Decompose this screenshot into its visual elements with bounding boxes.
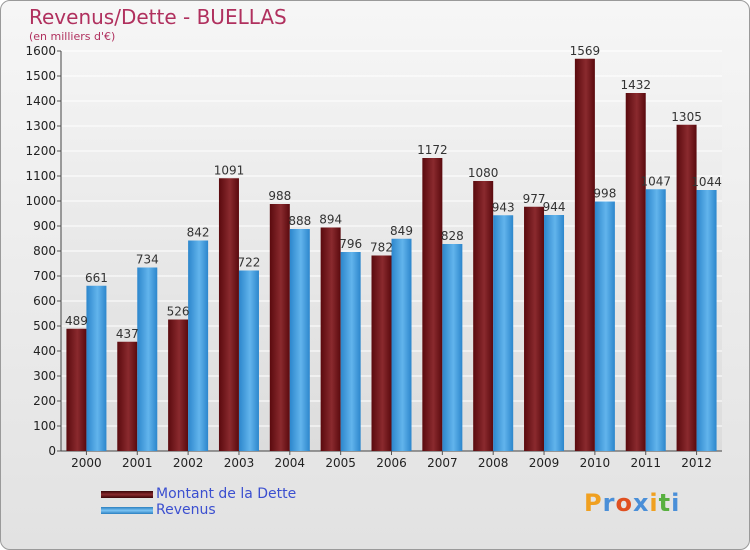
value-label-dette: 782 xyxy=(370,241,393,255)
x-tick-label: 2008 xyxy=(478,456,509,470)
x-tick-label: 2002 xyxy=(173,456,204,470)
value-label-revenus: 1047 xyxy=(640,174,671,188)
value-label-dette: 1172 xyxy=(417,143,448,157)
y-tick-label: 1500 xyxy=(25,69,56,83)
y-tick-label: 300 xyxy=(33,369,56,383)
value-label-dette: 437 xyxy=(116,327,139,341)
x-tick-label: 2010 xyxy=(580,456,611,470)
bar-dette xyxy=(320,227,341,451)
bar-revenus xyxy=(645,189,666,451)
value-label-dette: 988 xyxy=(268,189,291,203)
x-tick-label: 2000 xyxy=(71,456,102,470)
legend-label-revenus: Revenus xyxy=(156,502,216,518)
value-label-dette: 1569 xyxy=(570,44,601,58)
y-tick-label: 100 xyxy=(33,419,56,433)
logo-letter: i xyxy=(649,489,659,517)
bar-dette xyxy=(371,255,392,451)
bar-revenus xyxy=(391,238,412,451)
x-tick-label: 2003 xyxy=(224,456,255,470)
logo-letter: i xyxy=(671,489,681,517)
logo-letter: r xyxy=(602,489,616,517)
bar-revenus xyxy=(594,201,615,451)
value-label-revenus: 828 xyxy=(441,229,464,243)
bar-revenus xyxy=(340,252,361,451)
value-label-dette: 1091 xyxy=(214,163,245,177)
value-label-dette: 894 xyxy=(319,213,342,227)
bar-dette xyxy=(422,158,443,451)
value-label-revenus: 943 xyxy=(492,200,515,214)
bar-revenus xyxy=(544,215,565,451)
y-tick-label: 900 xyxy=(33,219,56,233)
value-label-revenus: 796 xyxy=(339,237,362,251)
y-tick-label: 1400 xyxy=(25,94,56,108)
value-label-dette: 1305 xyxy=(671,110,702,124)
bar-revenus xyxy=(238,270,259,451)
value-label-revenus: 734 xyxy=(136,253,159,267)
logo-letter: P xyxy=(584,489,603,517)
y-tick-label: 200 xyxy=(33,394,56,408)
bar-dette xyxy=(676,124,697,451)
bar-revenus xyxy=(86,285,107,451)
x-tick-label: 2011 xyxy=(630,456,661,470)
bar-dette xyxy=(218,178,239,451)
x-tick-label: 2004 xyxy=(275,456,306,470)
bar-revenus xyxy=(696,190,717,451)
value-label-revenus: 944 xyxy=(543,200,566,214)
value-label-dette: 1080 xyxy=(468,166,499,180)
chart-subtitle: (en milliers d'€) xyxy=(29,30,116,43)
bar-dette xyxy=(625,93,646,451)
bar-dette xyxy=(66,328,87,451)
bar-revenus xyxy=(137,267,158,451)
y-tick-label: 1100 xyxy=(25,169,56,183)
bar-dette xyxy=(524,206,545,451)
logo-letter: o xyxy=(615,489,633,517)
y-tick-label: 800 xyxy=(33,244,56,258)
bar-dette xyxy=(269,204,290,451)
y-tick-label: 700 xyxy=(33,269,56,283)
value-label-revenus: 849 xyxy=(390,224,413,238)
x-tick-label: 2006 xyxy=(376,456,407,470)
value-label-dette: 977 xyxy=(523,192,546,206)
y-tick-label: 0 xyxy=(48,444,56,458)
logo-letter: t xyxy=(658,489,672,517)
bar-revenus xyxy=(289,229,310,451)
legend-label-dette: Montant de la Dette xyxy=(156,486,297,502)
value-label-revenus: 842 xyxy=(187,226,210,240)
bar-dette xyxy=(473,181,494,451)
y-tick-label: 1000 xyxy=(25,194,56,208)
legend-swatch-revenus xyxy=(101,507,153,514)
x-tick-label: 2007 xyxy=(427,456,458,470)
value-label-revenus: 888 xyxy=(288,214,311,228)
logo-letter: x xyxy=(632,489,650,517)
bar-dette xyxy=(117,341,138,451)
bar-revenus xyxy=(493,215,514,451)
value-label-dette: 489 xyxy=(65,314,88,328)
value-label-revenus: 722 xyxy=(238,256,261,270)
y-tick-label: 400 xyxy=(33,344,56,358)
value-label-dette: 1432 xyxy=(620,78,651,92)
y-tick-label: 600 xyxy=(33,294,56,308)
legend-swatch-dette xyxy=(101,491,153,498)
value-label-revenus: 661 xyxy=(85,271,108,285)
y-tick-label: 500 xyxy=(33,319,56,333)
value-label-revenus: 1044 xyxy=(691,175,722,189)
proxiti-logo: Proxiti xyxy=(584,489,680,517)
x-tick-label: 2009 xyxy=(529,456,560,470)
bar-dette xyxy=(168,319,189,451)
bar-dette xyxy=(574,58,595,451)
x-tick-label: 2005 xyxy=(325,456,356,470)
value-label-dette: 526 xyxy=(167,305,190,319)
y-tick-label: 1200 xyxy=(25,144,56,158)
x-tick-label: 2001 xyxy=(122,456,153,470)
y-tick-label: 1600 xyxy=(25,44,56,58)
bar-revenus xyxy=(188,240,209,451)
x-tick-label: 2012 xyxy=(681,456,712,470)
y-tick-label: 1300 xyxy=(25,119,56,133)
chart-title: Revenus/Dette - BUELLAS xyxy=(29,5,287,29)
value-label-revenus: 998 xyxy=(593,187,616,201)
bar-revenus xyxy=(442,244,463,451)
